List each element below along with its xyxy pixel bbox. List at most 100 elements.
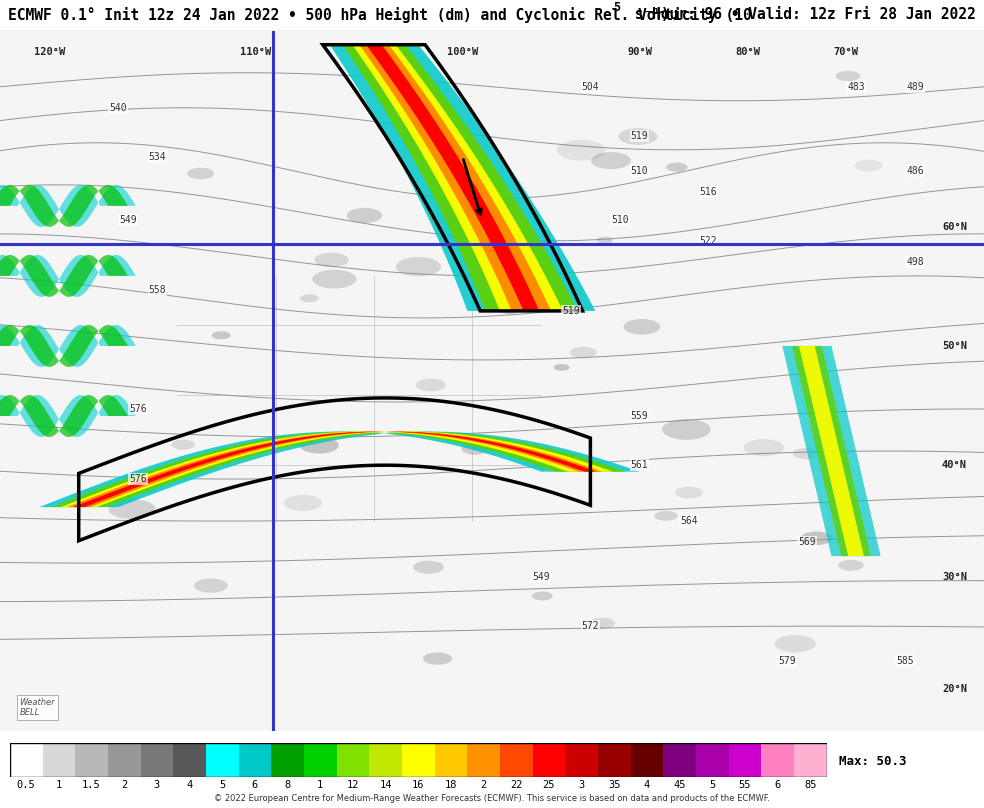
Ellipse shape — [300, 294, 319, 302]
Bar — [728, 743, 762, 777]
Text: 504: 504 — [582, 82, 599, 92]
Ellipse shape — [654, 511, 678, 521]
Ellipse shape — [619, 128, 657, 145]
Text: 5: 5 — [219, 781, 225, 790]
FancyBboxPatch shape — [49, 346, 915, 808]
Text: 4: 4 — [186, 781, 193, 790]
Text: 558: 558 — [149, 285, 166, 295]
Text: 100°W: 100°W — [447, 47, 478, 57]
Polygon shape — [0, 185, 136, 227]
Text: 522: 522 — [700, 236, 717, 246]
Polygon shape — [359, 44, 551, 311]
Ellipse shape — [855, 160, 883, 171]
FancyBboxPatch shape — [0, 0, 472, 437]
Ellipse shape — [624, 319, 660, 335]
Text: 5: 5 — [709, 781, 715, 790]
Ellipse shape — [570, 347, 597, 359]
Ellipse shape — [403, 123, 451, 143]
Polygon shape — [39, 431, 640, 507]
Ellipse shape — [596, 237, 613, 243]
Text: 1: 1 — [317, 781, 324, 790]
Ellipse shape — [413, 561, 444, 574]
Bar — [500, 743, 532, 777]
Ellipse shape — [187, 168, 215, 179]
Bar — [532, 743, 565, 777]
Polygon shape — [0, 325, 128, 367]
Ellipse shape — [396, 257, 441, 276]
Ellipse shape — [800, 532, 832, 545]
Bar — [108, 743, 141, 777]
Ellipse shape — [499, 305, 520, 314]
Polygon shape — [0, 395, 128, 437]
Ellipse shape — [434, 213, 474, 229]
Bar — [238, 743, 272, 777]
Ellipse shape — [314, 253, 348, 267]
Bar — [10, 743, 42, 777]
Text: 576: 576 — [129, 474, 147, 484]
Polygon shape — [0, 255, 128, 297]
Polygon shape — [0, 395, 136, 437]
Text: 572: 572 — [582, 621, 599, 631]
Text: 559: 559 — [631, 411, 648, 421]
Bar — [565, 743, 598, 777]
Text: 579: 579 — [778, 656, 796, 666]
Text: 519: 519 — [562, 306, 580, 316]
Bar — [467, 743, 500, 777]
Polygon shape — [73, 431, 596, 507]
Ellipse shape — [108, 499, 155, 519]
Ellipse shape — [312, 270, 356, 288]
Ellipse shape — [554, 364, 570, 371]
Text: 16: 16 — [412, 781, 424, 790]
Ellipse shape — [662, 419, 710, 440]
Text: 489: 489 — [906, 82, 924, 92]
Ellipse shape — [793, 448, 819, 459]
Ellipse shape — [588, 617, 615, 629]
Text: 80°W: 80°W — [735, 47, 761, 57]
Text: 2: 2 — [480, 781, 487, 790]
Text: 20°N: 20°N — [942, 684, 967, 694]
Bar — [696, 743, 728, 777]
FancyBboxPatch shape — [0, 0, 984, 766]
Bar — [75, 743, 108, 777]
Polygon shape — [342, 44, 578, 311]
Text: 540: 540 — [109, 103, 127, 113]
Text: 2: 2 — [121, 781, 127, 790]
Text: 486: 486 — [906, 166, 924, 176]
Text: © 2022 European Centre for Medium-Range Weather Forecasts (ECMWF). This service : © 2022 European Centre for Medium-Range … — [215, 793, 769, 803]
Text: Weather
BELL: Weather BELL — [20, 698, 55, 718]
Polygon shape — [0, 185, 128, 227]
Bar — [141, 743, 173, 777]
Text: 4: 4 — [644, 781, 650, 790]
Ellipse shape — [423, 652, 452, 665]
Polygon shape — [51, 431, 626, 507]
Ellipse shape — [675, 486, 703, 499]
Text: Hour: 96 • Valid: 12z Fri 28 Jan 2022: Hour: 96 • Valid: 12z Fri 28 Jan 2022 — [652, 7, 976, 23]
Text: 569: 569 — [798, 537, 816, 547]
Bar — [762, 743, 794, 777]
Text: s⁻¹): s⁻¹) — [626, 7, 669, 23]
Text: 25: 25 — [542, 781, 555, 790]
Bar — [337, 743, 369, 777]
Text: 510: 510 — [631, 166, 648, 176]
Ellipse shape — [838, 560, 864, 570]
Ellipse shape — [774, 635, 816, 653]
Text: 60°N: 60°N — [942, 222, 967, 232]
Text: 6: 6 — [252, 781, 258, 790]
FancyBboxPatch shape — [0, 17, 374, 808]
Bar — [663, 743, 696, 777]
Text: 585: 585 — [896, 656, 914, 666]
Text: 3: 3 — [579, 781, 584, 790]
Bar — [272, 743, 304, 777]
Ellipse shape — [346, 208, 382, 223]
Text: 483: 483 — [847, 82, 865, 92]
Text: 40°N: 40°N — [942, 460, 967, 470]
Ellipse shape — [666, 162, 688, 171]
Polygon shape — [366, 44, 539, 311]
Text: 50°N: 50°N — [942, 341, 967, 351]
Text: 534: 534 — [149, 152, 166, 162]
Text: 55: 55 — [739, 781, 751, 790]
Ellipse shape — [299, 437, 338, 453]
Bar — [401, 743, 435, 777]
Polygon shape — [61, 431, 613, 507]
Ellipse shape — [494, 271, 514, 280]
